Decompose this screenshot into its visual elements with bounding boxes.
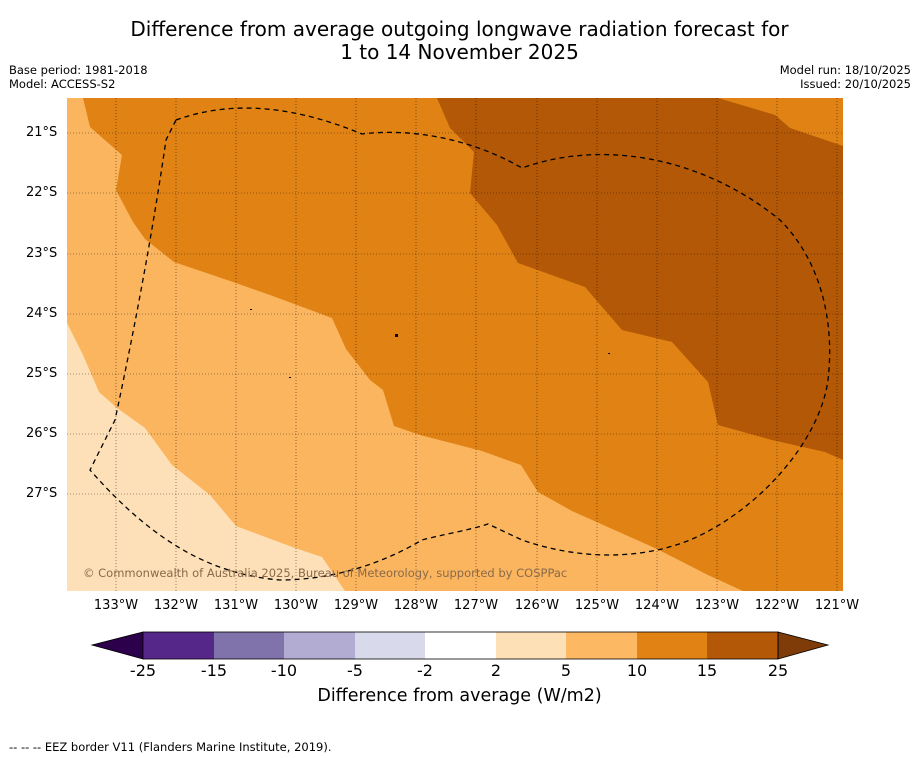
band-15-25 (437, 98, 843, 460)
band-2-5 (67, 323, 345, 591)
colorbar-extend-low (90, 631, 144, 660)
lat-label: 22°S (26, 185, 58, 200)
cb-swatch (566, 632, 637, 659)
lon-label: 130°W (273, 598, 319, 613)
colorbar-tick: -2 (417, 661, 433, 680)
copyright-notice: © Commonwealth of Australia 2025, Bureau… (83, 566, 568, 580)
lat-label: 21°S (26, 125, 58, 140)
colorbar-tick: -15 (200, 661, 228, 680)
colorbar-extend-high (777, 631, 830, 660)
meta-right: Model run: 18/10/2025 Issued: 20/10/2025 (780, 63, 911, 91)
colorbar-title: Difference from average (W/m2) (317, 686, 602, 706)
colorbar-tick: 25 (767, 661, 789, 680)
lon-label: 128°W (393, 598, 439, 613)
cb-swatch (707, 632, 778, 659)
map-area (67, 98, 843, 591)
lat-label: 23°S (26, 246, 58, 261)
title-line-2: 1 to 14 November 2025 (340, 40, 579, 64)
lon-label: 125°W (574, 598, 620, 613)
lon-label: 126°W (514, 598, 560, 613)
colorbar-tick: 5 (560, 661, 572, 680)
cb-swatch (355, 632, 425, 659)
cb-swatch (214, 632, 284, 659)
eez-legend-footer: -- -- -- EEZ border V11 (Flanders Marine… (9, 740, 332, 754)
lat-label: 25°S (26, 366, 58, 381)
model-name: Model: ACCESS-S2 (9, 77, 116, 91)
lon-label: 132°W (153, 598, 199, 613)
gridlines (67, 98, 843, 591)
lon-label: 127°W (453, 598, 499, 613)
cb-swatch (425, 632, 496, 659)
eez-border-line (89, 107, 831, 581)
title-line-1: Difference from average outgoing longwav… (130, 17, 789, 41)
issued-date: Issued: 20/10/2025 (800, 77, 911, 91)
lon-label: 123°W (694, 598, 740, 613)
colorbar-tick: 15 (696, 661, 718, 680)
lon-label: 131°W (213, 598, 259, 613)
colorbar-tick: -10 (270, 661, 298, 680)
lon-label: 124°W (634, 598, 680, 613)
colorbar-tick: -5 (347, 661, 363, 680)
island-markers (250, 309, 610, 378)
lon-label: 121°W (814, 598, 860, 613)
cb-swatch (637, 632, 707, 659)
cb-swatch (143, 632, 214, 659)
lat-label: 26°S (26, 426, 58, 441)
base-period: Base period: 1981-2018 (9, 63, 148, 77)
model-run: Model run: 18/10/2025 (779, 63, 911, 77)
lon-label: 133°W (93, 598, 139, 613)
cb-swatch (284, 632, 355, 659)
meta-left: Base period: 1981-2018 Model: ACCESS-S2 (9, 63, 148, 91)
lon-label: 122°W (754, 598, 800, 613)
colorbar-tick: 2 (490, 661, 502, 680)
cb-swatch (496, 632, 566, 659)
colorbar-tick: 10 (626, 661, 648, 680)
colorbar (90, 631, 830, 660)
colorbar-tick: -25 (129, 661, 157, 680)
map-title: Difference from average outgoing longwav… (0, 18, 919, 64)
lon-label: 129°W (333, 598, 379, 613)
lat-label: 24°S (26, 306, 58, 321)
lat-label: 27°S (26, 486, 58, 501)
